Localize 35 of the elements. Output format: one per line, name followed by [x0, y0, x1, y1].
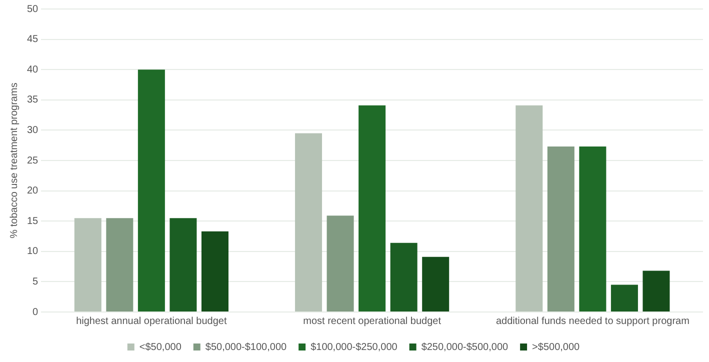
legend-label: $50,000-$100,000	[205, 342, 288, 353]
legend-label: <$50,000	[139, 342, 182, 353]
x-tick-label: highest annual operational budget	[76, 316, 227, 327]
legend-label: $100,000-$250,000	[310, 342, 398, 353]
bar	[106, 218, 134, 312]
y-tick-label: 40	[27, 64, 39, 76]
bar	[326, 216, 354, 312]
y-tick-label: 0	[32, 306, 39, 318]
y-tick-label: 5	[32, 276, 39, 288]
bar	[358, 105, 386, 312]
bar	[610, 284, 638, 312]
x-tick-label: most recent operational budget	[303, 316, 442, 327]
bar	[170, 218, 197, 312]
bar	[74, 218, 102, 312]
legend-label: $250,000-$500,000	[421, 342, 508, 353]
y-tick-label: 35	[27, 94, 39, 106]
y-tick-label: 10	[27, 246, 39, 258]
bar	[516, 105, 543, 312]
y-tick-label: 15	[27, 216, 39, 227]
y-tick-label: 30	[27, 124, 39, 136]
bar	[579, 146, 606, 312]
bar	[390, 242, 418, 312]
legend-label: >$500,000	[532, 342, 580, 353]
bar	[201, 231, 228, 312]
x-tick-label: additional funds needed to support program	[496, 316, 690, 327]
bar	[138, 70, 165, 312]
bar	[642, 270, 670, 312]
y-tick-label: 20	[27, 186, 39, 197]
bar	[547, 146, 574, 312]
y-tick-label: 45	[27, 34, 39, 46]
bar	[295, 133, 322, 312]
y-tick-label: 50	[27, 4, 39, 15]
bar	[422, 256, 450, 312]
y-axis-title: % tobacco use treatment programs	[8, 82, 20, 238]
y-tick-label: 25	[27, 155, 39, 166]
